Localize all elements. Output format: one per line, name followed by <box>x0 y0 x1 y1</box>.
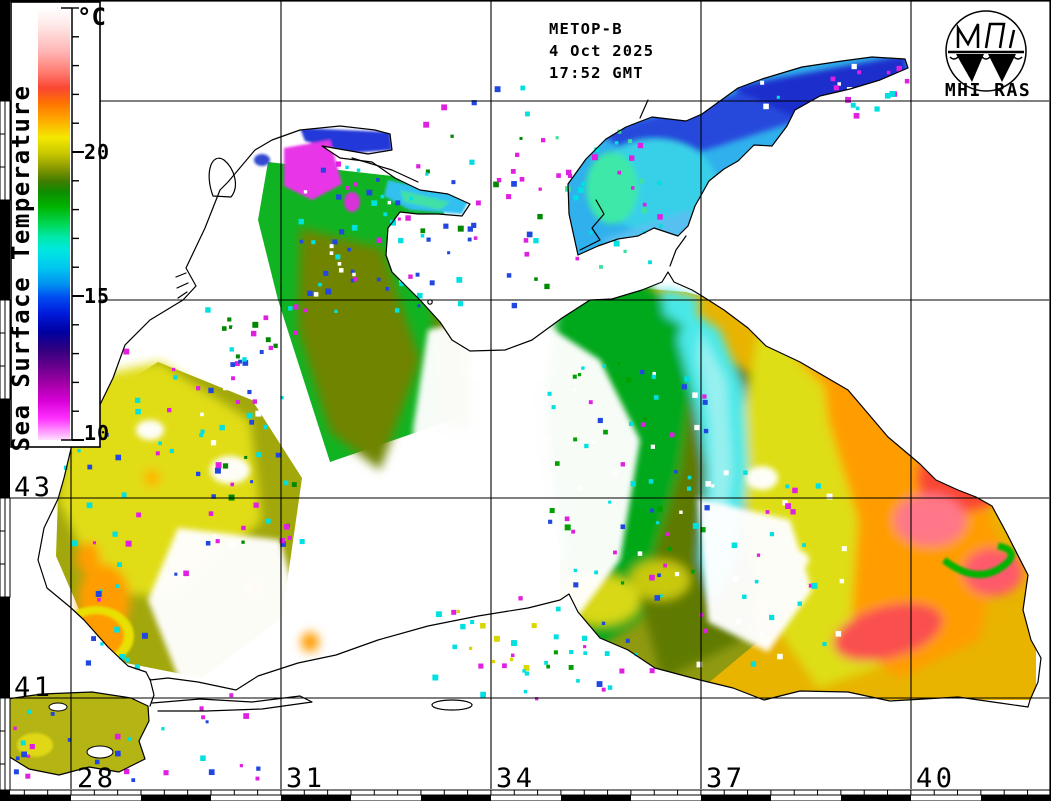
longitude-label: 28 <box>77 763 117 794</box>
colorbar-panel: 20 15 10 °C Sea Surface Temperature <box>7 1 110 452</box>
header-satellite: METOP-B <box>549 20 623 38</box>
header-time: 17:52 GMT <box>549 64 644 82</box>
frame-top-border <box>0 0 1051 2</box>
mhi-ras-logo: MHI RAS <box>945 10 1031 101</box>
logo-emblem <box>948 22 1024 82</box>
graticule-labels: 43 41 28 31 34 37 40 <box>14 472 956 794</box>
colorbar-tick-label: 10 <box>84 421 110 445</box>
sst-field-black-sea <box>56 126 1036 700</box>
logo-circle <box>945 10 1027 92</box>
longitude-label: 40 <box>916 763 956 794</box>
latitude-label: 43 <box>14 472 54 503</box>
longitude-label: 37 <box>706 763 746 794</box>
border-ruler-left <box>0 0 11 791</box>
colorbar-unit-label: °C <box>77 3 106 31</box>
header-date: 4 Oct 2025 <box>549 42 654 60</box>
cloud-edge-speckles <box>4 63 910 783</box>
graticule-grid <box>10 1 1049 789</box>
longitude-label: 31 <box>286 763 326 794</box>
frame-right-border <box>1049 0 1051 801</box>
colorbar-title: Sea Surface Temperature <box>7 85 35 452</box>
colorbar-gradient <box>38 8 70 440</box>
coastline <box>0 56 1042 776</box>
sst-field-marmara-sea <box>0 692 149 775</box>
colorbar-ticks <box>72 7 84 441</box>
logo-label: MHI RAS <box>945 80 1031 101</box>
latitude-label: 41 <box>14 672 54 703</box>
sst-field-azov-sea <box>568 57 908 255</box>
colorbar-tick-label: 20 <box>84 140 110 164</box>
colorbar-tick-label: 15 <box>84 284 110 308</box>
border-ruler-bottom <box>0 789 1051 801</box>
header-annotation: METOP-B 4 Oct 2025 17:52 GMT <box>549 20 654 82</box>
longitude-label: 34 <box>496 763 536 794</box>
